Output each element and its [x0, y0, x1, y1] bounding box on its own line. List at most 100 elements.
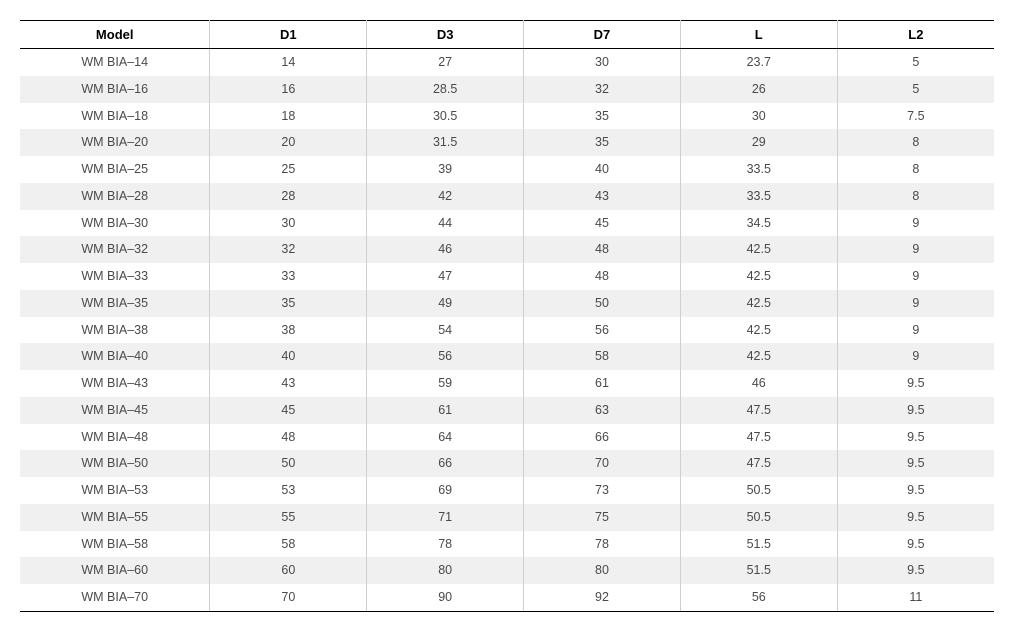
table-row: WM BIA–4040565842.59	[20, 343, 994, 370]
table-cell: WM BIA–35	[20, 290, 210, 317]
table-cell: 71	[367, 504, 524, 531]
table-cell: 9.5	[837, 397, 994, 424]
table-cell: 51.5	[680, 557, 837, 584]
table-cell: 38	[210, 317, 367, 344]
table-cell: 39	[367, 156, 524, 183]
table-cell: 47.5	[680, 424, 837, 451]
table-cell: 42.5	[680, 236, 837, 263]
table-row: WM BIA–161628.532265	[20, 76, 994, 103]
table-cell: 9	[837, 236, 994, 263]
table-cell: 58	[210, 531, 367, 558]
col-header-d1: D1	[210, 21, 367, 49]
table-cell: 70	[210, 584, 367, 611]
table-row: WM BIA–3030444534.59	[20, 210, 994, 237]
table-cell: WM BIA–38	[20, 317, 210, 344]
table-cell: 90	[367, 584, 524, 611]
table-cell: 50.5	[680, 504, 837, 531]
table-row: WM BIA–3333474842.59	[20, 263, 994, 290]
table-cell: 8	[837, 183, 994, 210]
table-row: WM BIA–5050667047.59.5	[20, 450, 994, 477]
table-cell: 50	[524, 290, 681, 317]
table-cell: 54	[367, 317, 524, 344]
table-cell: 46	[680, 370, 837, 397]
col-header-l2: L2	[837, 21, 994, 49]
table-cell: 7.5	[837, 103, 994, 130]
table-cell: 9.5	[837, 557, 994, 584]
table-cell: WM BIA–28	[20, 183, 210, 210]
table-cell: 9.5	[837, 477, 994, 504]
table-cell: 30.5	[367, 103, 524, 130]
table-cell: 9.5	[837, 370, 994, 397]
table-cell: 16	[210, 76, 367, 103]
table-cell: WM BIA–40	[20, 343, 210, 370]
table-cell: 50	[210, 450, 367, 477]
table-row: WM BIA–4545616347.59.5	[20, 397, 994, 424]
table-cell: 47.5	[680, 397, 837, 424]
table-cell: 61	[524, 370, 681, 397]
table-cell: 31.5	[367, 129, 524, 156]
table-cell: 8	[837, 156, 994, 183]
table-cell: WM BIA–70	[20, 584, 210, 611]
table-cell: 9	[837, 210, 994, 237]
table-cell: 73	[524, 477, 681, 504]
table-cell: 30	[524, 49, 681, 76]
table-cell: 33	[210, 263, 367, 290]
table-cell: 14	[210, 49, 367, 76]
table-cell: 33.5	[680, 183, 837, 210]
table-header-row: Model D1 D3 D7 L L2	[20, 21, 994, 49]
table-cell: 78	[367, 531, 524, 558]
table-cell: 25	[210, 156, 367, 183]
table-cell: WM BIA–16	[20, 76, 210, 103]
table-cell: 35	[524, 129, 681, 156]
table-cell: 51.5	[680, 531, 837, 558]
table-cell: 70	[524, 450, 681, 477]
table-cell: WM BIA–33	[20, 263, 210, 290]
table-cell: 11	[837, 584, 994, 611]
table-cell: 56	[524, 317, 681, 344]
table-cell: 47.5	[680, 450, 837, 477]
table-cell: WM BIA–25	[20, 156, 210, 183]
table-cell: WM BIA–32	[20, 236, 210, 263]
table-cell: 33.5	[680, 156, 837, 183]
table-cell: 9	[837, 317, 994, 344]
table-cell: 20	[210, 129, 367, 156]
table-row: WM BIA–202031.535298	[20, 129, 994, 156]
table-cell: 32	[524, 76, 681, 103]
table-cell: 35	[524, 103, 681, 130]
table-cell: 48	[524, 263, 681, 290]
table-cell: 9.5	[837, 531, 994, 558]
table-cell: 43	[210, 370, 367, 397]
table-cell: 9.5	[837, 504, 994, 531]
table-row: WM BIA–3232464842.59	[20, 236, 994, 263]
table-row: WM BIA–1414273023.75	[20, 49, 994, 76]
table-cell: 32	[210, 236, 367, 263]
table-cell: 66	[524, 424, 681, 451]
table-cell: 60	[210, 557, 367, 584]
table-row: WM BIA–5353697350.59.5	[20, 477, 994, 504]
table-cell: 9	[837, 263, 994, 290]
table-row: WM BIA–6060808051.59.5	[20, 557, 994, 584]
table-cell: WM BIA–50	[20, 450, 210, 477]
table-cell: 9.5	[837, 450, 994, 477]
table-cell: 46	[367, 236, 524, 263]
table-row: WM BIA–2525394033.58	[20, 156, 994, 183]
table-row: WM BIA–2828424333.58	[20, 183, 994, 210]
table-cell: 47	[367, 263, 524, 290]
table-cell: 28.5	[367, 76, 524, 103]
table-cell: 26	[680, 76, 837, 103]
table-row: WM BIA–4848646647.59.5	[20, 424, 994, 451]
spec-table-container: Model D1 D3 D7 L L2 WM BIA–1414273023.75…	[20, 20, 994, 612]
col-header-d7: D7	[524, 21, 681, 49]
table-row: WM BIA–5858787851.59.5	[20, 531, 994, 558]
table-cell: 40	[524, 156, 681, 183]
table-row: WM BIA–5555717550.59.5	[20, 504, 994, 531]
table-cell: WM BIA–48	[20, 424, 210, 451]
table-cell: 49	[367, 290, 524, 317]
table-cell: 48	[210, 424, 367, 451]
table-cell: 78	[524, 531, 681, 558]
table-cell: 9	[837, 343, 994, 370]
table-cell: WM BIA–53	[20, 477, 210, 504]
table-cell: 42.5	[680, 343, 837, 370]
table-cell: 5	[837, 49, 994, 76]
table-cell: 56	[680, 584, 837, 611]
